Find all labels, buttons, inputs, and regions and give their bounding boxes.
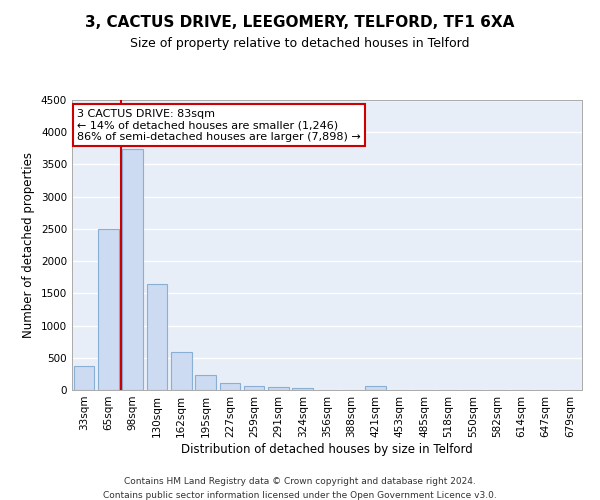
Bar [220,383,240,390]
Y-axis label: Number of detached properties: Number of detached properties [22,152,35,338]
Bar [268,388,289,390]
Text: Contains HM Land Registry data © Crown copyright and database right 2024.: Contains HM Land Registry data © Crown c… [124,478,476,486]
Bar [365,386,386,390]
Bar [74,366,94,390]
Bar [244,386,265,390]
Text: 3 CACTUS DRIVE: 83sqm
← 14% of detached houses are smaller (1,246)
86% of semi-d: 3 CACTUS DRIVE: 83sqm ← 14% of detached … [77,108,361,142]
Text: Distribution of detached houses by size in Telford: Distribution of detached houses by size … [181,442,473,456]
Bar [98,229,119,390]
Bar [171,352,191,390]
Bar [146,284,167,390]
Text: 3, CACTUS DRIVE, LEEGOMERY, TELFORD, TF1 6XA: 3, CACTUS DRIVE, LEEGOMERY, TELFORD, TF1… [85,15,515,30]
Bar [195,375,216,390]
Text: Contains public sector information licensed under the Open Government Licence v3: Contains public sector information licen… [103,491,497,500]
Text: Size of property relative to detached houses in Telford: Size of property relative to detached ho… [130,38,470,51]
Bar [292,388,313,390]
Bar [122,149,143,390]
